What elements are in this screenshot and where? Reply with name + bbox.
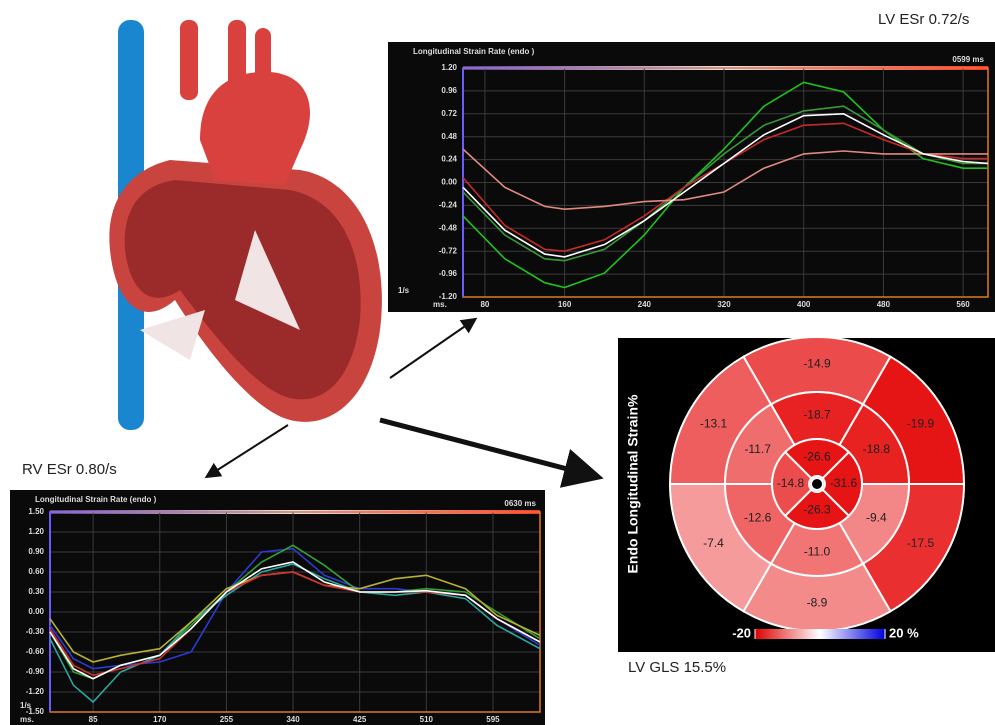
y-tick-label: 0.90 xyxy=(28,547,44,556)
y-unit: 1/s xyxy=(20,701,32,710)
rv-esr-caption: RV ESr 0.80/s xyxy=(22,461,117,478)
series-line xyxy=(49,561,541,680)
x-tick-label: 595 xyxy=(486,715,500,724)
segment-label: -19.9 xyxy=(907,416,935,430)
series-line xyxy=(462,148,988,211)
x-tick-label: 170 xyxy=(153,715,167,724)
y-tick-label: 0.24 xyxy=(441,155,457,164)
segment xyxy=(783,438,851,480)
y-tick-label: -0.60 xyxy=(26,647,45,656)
segment-label: -14.9 xyxy=(803,357,831,371)
arrow xyxy=(389,317,478,379)
segment-label: -18.8 xyxy=(863,442,891,456)
x-tick-label: 160 xyxy=(558,300,572,309)
chart-panel xyxy=(388,42,995,312)
lv-gls-caption: LV GLS 15.5% xyxy=(628,659,726,676)
segment xyxy=(771,450,813,518)
segment-label: -7.4 xyxy=(703,536,724,550)
x-tick-label: 400 xyxy=(797,300,811,309)
y-tick-label: -0.90 xyxy=(26,667,45,676)
y-unit: 1/s xyxy=(398,286,410,295)
segment-label: -13.1 xyxy=(700,416,728,430)
segment-label: -31.6 xyxy=(830,476,858,490)
lv-esr-caption: LV ESr 0.72/s xyxy=(878,11,969,28)
series-line xyxy=(462,105,988,262)
y-tick-label: 0.48 xyxy=(441,132,457,141)
x-tick-label: 80 xyxy=(480,300,489,309)
y-tick-label: 0.96 xyxy=(441,86,457,95)
y-tick-label: 1.20 xyxy=(441,63,457,72)
x-tick-label: 560 xyxy=(956,300,970,309)
x-tick-label: 340 xyxy=(286,715,300,724)
segment-label: -12.6 xyxy=(744,510,772,524)
time-label: 0630 ms xyxy=(504,499,536,508)
segment xyxy=(783,488,851,530)
x-tick-label: 320 xyxy=(717,300,731,309)
series-line xyxy=(49,563,541,704)
segment-label: -11.0 xyxy=(804,545,831,559)
time-label: 0599 ms xyxy=(952,55,984,64)
x-unit: ms. xyxy=(20,715,34,724)
y-tick-label: 0.60 xyxy=(28,567,44,576)
chart-panel xyxy=(10,490,545,725)
segment-label: -9.4 xyxy=(866,510,887,524)
colorbar-label: -20 xyxy=(732,625,751,640)
x-tick-label: 85 xyxy=(89,715,98,724)
y-tick-label: -0.96 xyxy=(439,269,458,278)
segment-label: -26.6 xyxy=(803,450,831,464)
heart-illustration xyxy=(109,20,382,430)
y-tick-label: -0.72 xyxy=(439,246,458,255)
segment-label: -18.7 xyxy=(803,408,831,422)
y-tick-label: -1.20 xyxy=(26,687,45,696)
segment xyxy=(821,450,863,518)
apex-dot xyxy=(810,477,824,491)
x-tick-label: 240 xyxy=(638,300,652,309)
arrow xyxy=(204,424,289,479)
y-tick-label: -1.50 xyxy=(26,707,45,716)
segment-label: -26.3 xyxy=(803,503,831,517)
arrow xyxy=(379,417,604,488)
y-axis-title: Endo Longitudinal Strain% xyxy=(625,394,641,573)
y-tick-label: -1.20 xyxy=(439,292,458,301)
y-tick-label: 1.20 xyxy=(28,527,44,536)
segment-label: -17.5 xyxy=(907,536,935,550)
x-tick-label: 510 xyxy=(420,715,434,724)
x-tick-label: 425 xyxy=(353,715,367,724)
x-tick-label: 255 xyxy=(220,715,234,724)
chart-title: Longitudinal Strain Rate (endo ) xyxy=(35,495,157,504)
colorbar-label: 20 % xyxy=(889,625,919,640)
segment-label: -8.9 xyxy=(807,596,828,610)
segment-label: -11.7 xyxy=(744,442,771,456)
y-tick-label: 1.50 xyxy=(28,507,44,516)
x-unit: ms. xyxy=(433,300,447,309)
y-tick-label: 0.30 xyxy=(28,587,44,596)
y-tick-label: -0.30 xyxy=(26,627,45,636)
y-tick-label: -0.24 xyxy=(439,201,458,210)
y-tick-label: -0.48 xyxy=(439,223,458,232)
y-tick-label: 0.72 xyxy=(441,109,457,118)
x-tick-label: 480 xyxy=(877,300,891,309)
y-tick-label: 0.00 xyxy=(441,178,457,187)
chart-title: Longitudinal Strain Rate (endo ) xyxy=(413,47,535,56)
segment-label: -14.8 xyxy=(777,476,805,490)
y-tick-label: 0.00 xyxy=(28,607,44,616)
series-line xyxy=(462,112,989,258)
colorbar xyxy=(755,629,885,639)
